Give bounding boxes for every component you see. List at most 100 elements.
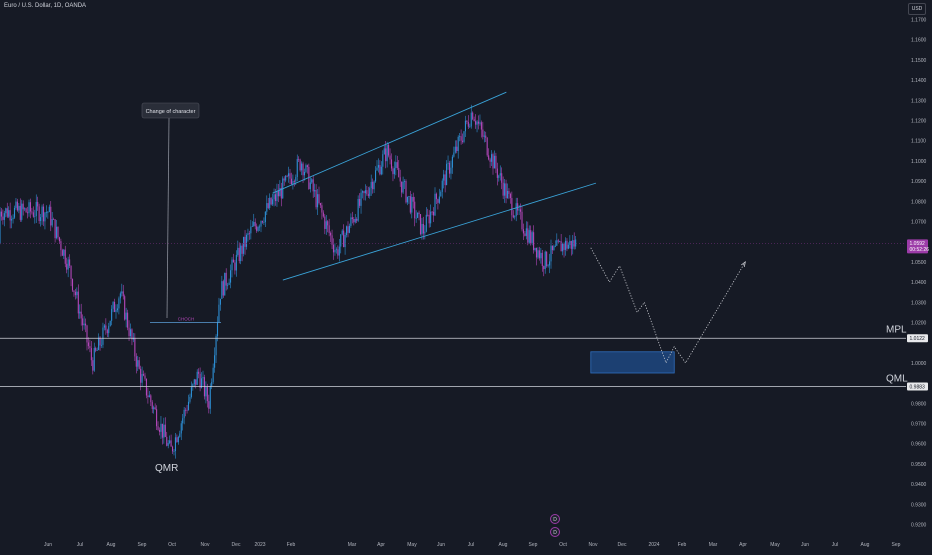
candle-body: [230, 270, 232, 283]
candle-body: [185, 409, 187, 411]
candle-body: [161, 423, 163, 438]
drawings-layer: MPL QML CHOCH Change of character QMR: [0, 91, 908, 474]
candle: [454, 140, 456, 154]
time-tick-label: Aug: [499, 542, 508, 548]
candle: [44, 211, 46, 230]
candle-body: [264, 211, 266, 223]
candle: [309, 177, 311, 193]
candle-body: [553, 246, 555, 251]
candle-body: [125, 312, 127, 320]
candle: [150, 394, 152, 407]
time-tick-label: Sep: [892, 542, 901, 548]
candle-body: [74, 291, 76, 296]
candle-body: [116, 308, 118, 311]
candle-body: [475, 121, 477, 125]
candle: [24, 207, 26, 212]
price-tick-label: 1.1000: [911, 159, 927, 165]
price-tick-label: 1.0000: [911, 361, 927, 367]
candle-body: [515, 203, 517, 217]
candle: [443, 169, 445, 189]
candle-body: [396, 162, 398, 168]
candle: [151, 400, 153, 414]
candle-body: [16, 201, 18, 211]
candle-body: [377, 165, 379, 168]
candle-body: [135, 356, 137, 367]
candle: [48, 204, 50, 213]
candle: [401, 181, 403, 198]
candle-body: [551, 245, 553, 251]
candle: [127, 309, 129, 331]
event-marker[interactable]: D: [550, 514, 560, 524]
event-marker[interactable]: D: [550, 527, 560, 537]
candle-body: [8, 210, 10, 217]
price-tick-label: 1.0500: [911, 260, 927, 266]
candle: [105, 318, 107, 335]
candle-body: [5, 208, 7, 214]
candle: [56, 219, 58, 240]
candle-body: [57, 226, 59, 238]
candle-body: [369, 188, 371, 197]
last-price-badge-price: 1.0592: [910, 241, 926, 247]
candle-body: [34, 216, 36, 217]
candle-body: [6, 208, 8, 217]
candle: [356, 217, 358, 223]
candle-body: [93, 348, 95, 371]
candle: [279, 180, 281, 197]
candle-body: [376, 167, 378, 171]
candle-body: [453, 152, 455, 157]
candle: [266, 195, 268, 215]
candle-body: [367, 193, 369, 197]
candle: [557, 238, 559, 244]
candle: [158, 427, 161, 436]
last-price-badge-bg: [907, 239, 928, 254]
candle: [447, 155, 449, 170]
candle-body: [288, 173, 290, 177]
candle: [306, 164, 308, 174]
candle-body: [302, 163, 304, 176]
candle-body: [54, 219, 56, 239]
candle: [422, 216, 424, 240]
qml-price-badge: [907, 382, 928, 391]
candle-body: [270, 197, 272, 205]
candle-body: [66, 263, 68, 270]
candle-body: [412, 197, 414, 202]
candle: [122, 284, 124, 300]
candle: [296, 154, 298, 182]
candle-body: [215, 336, 217, 356]
candle: [479, 114, 481, 126]
candle: [12, 214, 14, 224]
candle-body: [124, 296, 126, 320]
candle: [480, 120, 482, 138]
candle: [86, 324, 88, 351]
candle-body: [195, 379, 197, 385]
candle-body: [198, 371, 200, 374]
candle-body: [544, 251, 546, 270]
candle: [456, 140, 458, 154]
candle: [144, 372, 146, 381]
candle-body: [263, 222, 265, 223]
candle: [112, 301, 114, 313]
candle: [393, 161, 395, 179]
candle-body: [267, 203, 269, 208]
candle: [357, 195, 359, 223]
candle: [364, 184, 366, 201]
candle-body: [425, 214, 427, 232]
candle: [361, 190, 364, 199]
candle-body: [196, 371, 198, 385]
candle: [124, 294, 126, 321]
price-tick-label: 1.0700: [911, 220, 927, 226]
candle: [457, 135, 459, 159]
candle: [238, 242, 240, 264]
candle: [180, 420, 182, 441]
candle-body: [540, 252, 542, 259]
candle-body: [492, 154, 494, 169]
channel-lower-line: [282, 182, 597, 281]
candle: [148, 391, 150, 398]
symbol-title[interactable]: Euro / U.S. Dollar, 1D, OANDA: [4, 3, 87, 9]
candle: [137, 355, 139, 371]
candle: [60, 238, 62, 257]
candle: [232, 253, 234, 263]
currency-button[interactable]: USD: [908, 3, 926, 15]
